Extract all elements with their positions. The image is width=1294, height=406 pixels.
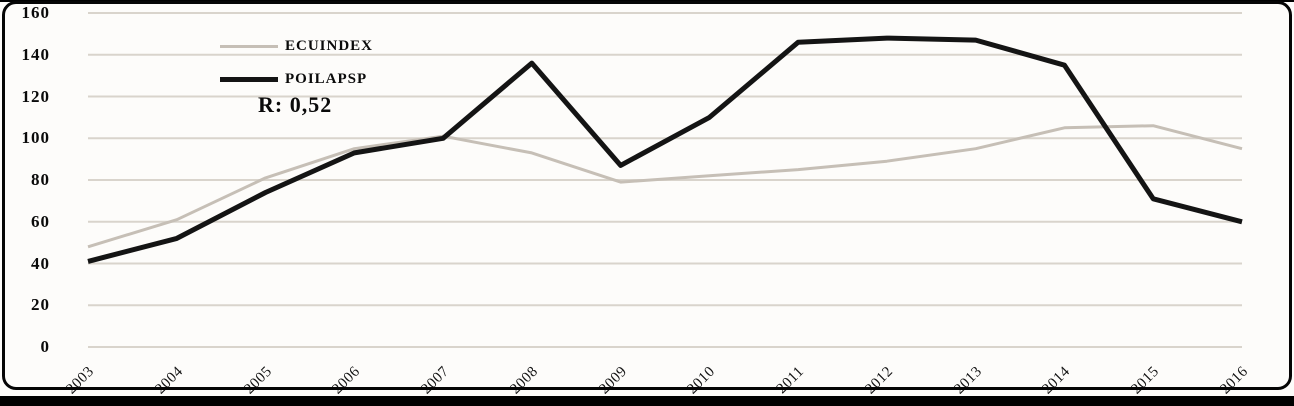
correlation-annotation: R: 0,52 [258,92,333,117]
y-tick-label-120: 120 [21,86,50,106]
legend-line-swatch-poilapsp [220,77,278,82]
legend-item-ecuindex: ECUINDEX [220,30,373,63]
legend-label-ecuindex: ECUINDEX [285,38,374,54]
legend-label-poilapsp: POILAPSP [285,71,368,87]
y-tick-label-160: 160 [21,3,50,22]
y-tick-label-20: 20 [31,295,50,315]
y-tick-label-100: 100 [21,128,50,148]
legend-line-swatch-ecuindex [220,45,278,48]
y-tick-label-60: 60 [31,211,50,231]
series-line-poilapsp [87,35,1243,264]
series-line-ecuindex [87,124,1243,249]
legend-item-poilapsp: POILAPSP [220,63,373,96]
bottom-border-bar [0,396,1294,406]
y-tick-label-40: 40 [31,253,50,273]
legend: ECUINDEX POILAPSP [220,30,373,96]
y-tick-label-0: 0 [40,337,50,356]
y-tick-label-140: 140 [21,44,50,64]
y-tick-label-80: 80 [31,170,50,189]
